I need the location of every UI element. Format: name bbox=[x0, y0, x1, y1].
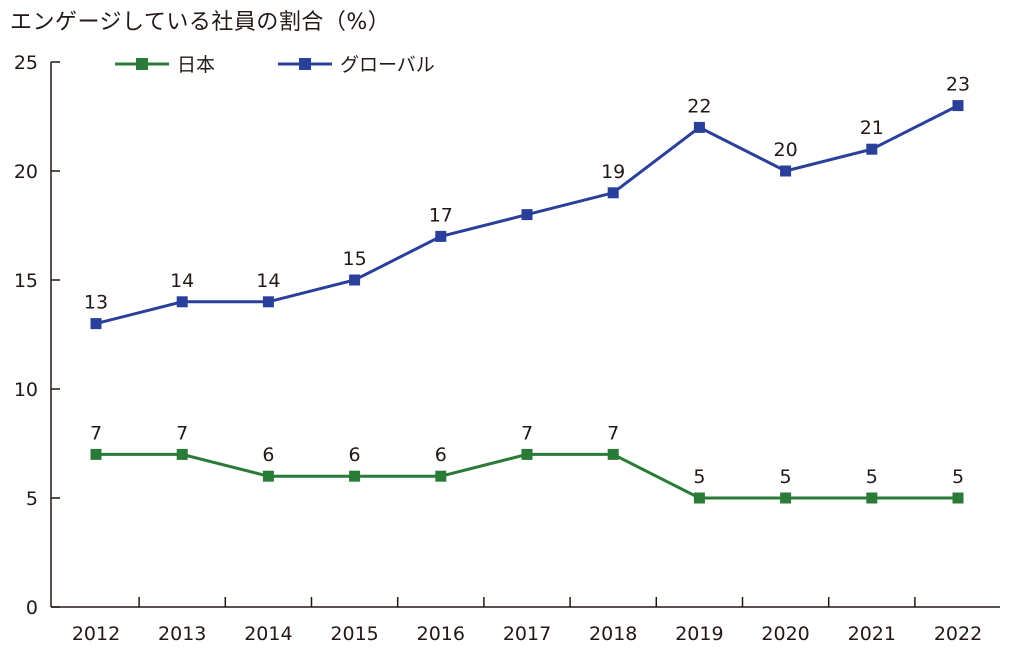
data-label: 15 bbox=[343, 248, 367, 270]
y-tick-label: 0 bbox=[26, 597, 38, 619]
data-point bbox=[693, 492, 705, 504]
x-tick-label: 2012 bbox=[72, 623, 120, 645]
data-point bbox=[262, 470, 274, 482]
y-tick-label: 20 bbox=[14, 161, 38, 183]
x-tick-label: 2014 bbox=[244, 623, 292, 645]
data-label: 7 bbox=[176, 422, 188, 444]
data-label: 6 bbox=[262, 444, 274, 466]
x-tick-label: 2013 bbox=[158, 623, 206, 645]
data-point bbox=[521, 448, 533, 460]
legend-marker bbox=[136, 58, 148, 70]
data-point bbox=[780, 492, 792, 504]
data-point bbox=[349, 470, 361, 482]
x-tick-label: 2018 bbox=[589, 623, 637, 645]
data-point bbox=[349, 274, 361, 286]
chart-title: エンゲージしている社員の割合（%） bbox=[10, 10, 391, 35]
data-label: 17 bbox=[429, 204, 453, 226]
data-label: 14 bbox=[256, 270, 280, 292]
data-point bbox=[607, 448, 619, 460]
data-label: 5 bbox=[952, 466, 964, 488]
legend-label: 日本 bbox=[177, 54, 215, 76]
legend-label: グローバル bbox=[340, 54, 435, 76]
data-point bbox=[435, 230, 447, 242]
data-label: 13 bbox=[84, 292, 108, 314]
x-tick-label: 2019 bbox=[675, 623, 723, 645]
data-point bbox=[176, 296, 188, 308]
data-point bbox=[866, 143, 878, 155]
data-label: 22 bbox=[687, 95, 711, 117]
data-label: 7 bbox=[521, 422, 533, 444]
x-tick-label: 2015 bbox=[330, 623, 378, 645]
data-point bbox=[435, 470, 447, 482]
data-label: 5 bbox=[866, 466, 878, 488]
data-point bbox=[952, 492, 964, 504]
x-tick-label: 2016 bbox=[417, 623, 465, 645]
data-point bbox=[693, 121, 705, 133]
series-line bbox=[96, 452, 958, 500]
y-tick-label: 10 bbox=[14, 379, 38, 401]
x-tick-label: 2022 bbox=[934, 623, 982, 645]
data-point bbox=[90, 318, 102, 330]
data-point bbox=[90, 448, 102, 460]
data-label: 7 bbox=[90, 422, 102, 444]
y-tick-label: 25 bbox=[14, 52, 38, 74]
data-label: 20 bbox=[774, 139, 798, 161]
data-label: 21 bbox=[860, 117, 884, 139]
legend-marker bbox=[299, 58, 311, 70]
data-label: 7 bbox=[607, 422, 619, 444]
data-point bbox=[952, 100, 964, 112]
data-point bbox=[607, 187, 619, 199]
data-point bbox=[521, 209, 533, 221]
x-tick-label: 2017 bbox=[503, 623, 551, 645]
data-label: 19 bbox=[601, 161, 625, 183]
y-tick-label: 5 bbox=[26, 488, 38, 510]
data-label: 23 bbox=[946, 74, 970, 96]
data-label: 6 bbox=[435, 444, 447, 466]
data-point bbox=[262, 296, 274, 308]
data-point bbox=[176, 448, 188, 460]
data-point bbox=[866, 492, 878, 504]
data-point bbox=[780, 165, 792, 177]
y-tick-label: 15 bbox=[14, 270, 38, 292]
x-tick-label: 2021 bbox=[848, 623, 896, 645]
data-label: 5 bbox=[780, 466, 792, 488]
data-label: 14 bbox=[170, 270, 194, 292]
x-tick-label: 2020 bbox=[761, 623, 809, 645]
data-label: 6 bbox=[349, 444, 361, 466]
data-label: 5 bbox=[693, 466, 705, 488]
